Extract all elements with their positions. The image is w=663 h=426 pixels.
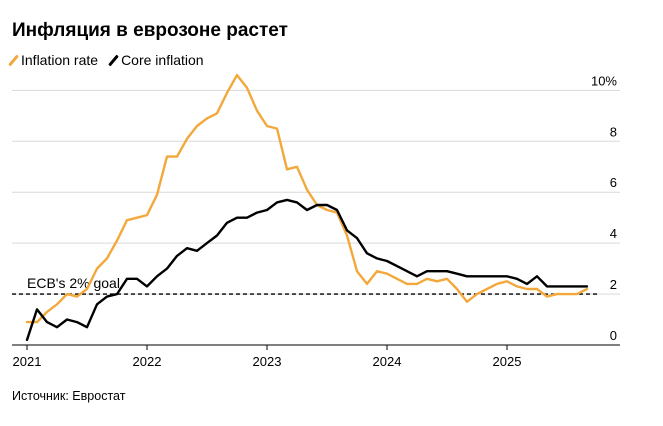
y-tick-label-6: 6: [610, 175, 617, 190]
x-tick-label-2021: 2021: [13, 354, 42, 369]
y-tick-label-0: 0: [610, 328, 617, 343]
source-note: Источник: Евростат: [12, 389, 126, 403]
chart-title: Инфляция в еврозоне растет: [12, 20, 288, 41]
series-line-core-inflation: [25, 198, 589, 342]
legend-item-inflation-rate: Inflation rate: [8, 52, 99, 68]
series-line-inflation-rate: [25, 73, 589, 324]
x-tick-label-2025: 2025: [493, 354, 522, 369]
x-tick-label-2023: 2023: [253, 354, 282, 369]
legend-label-core-inflation: Core inflation: [121, 52, 204, 68]
x-tick-label-2024: 2024: [373, 354, 402, 369]
y-tick-label-4: 4: [610, 226, 617, 241]
legend-label-inflation-rate: Inflation rate: [21, 52, 99, 68]
legend-item-core-inflation: Core inflation: [108, 52, 204, 68]
legend: Inflation rate Core inflation: [8, 52, 204, 68]
reference-line-label: ECB's 2% goal: [27, 275, 120, 291]
y-tick-label-10: 10%: [591, 73, 617, 88]
y-tick-label-8: 8: [610, 124, 617, 139]
x-tick-label-2022: 2022: [133, 354, 162, 369]
y-tick-label-2: 2: [610, 277, 617, 292]
